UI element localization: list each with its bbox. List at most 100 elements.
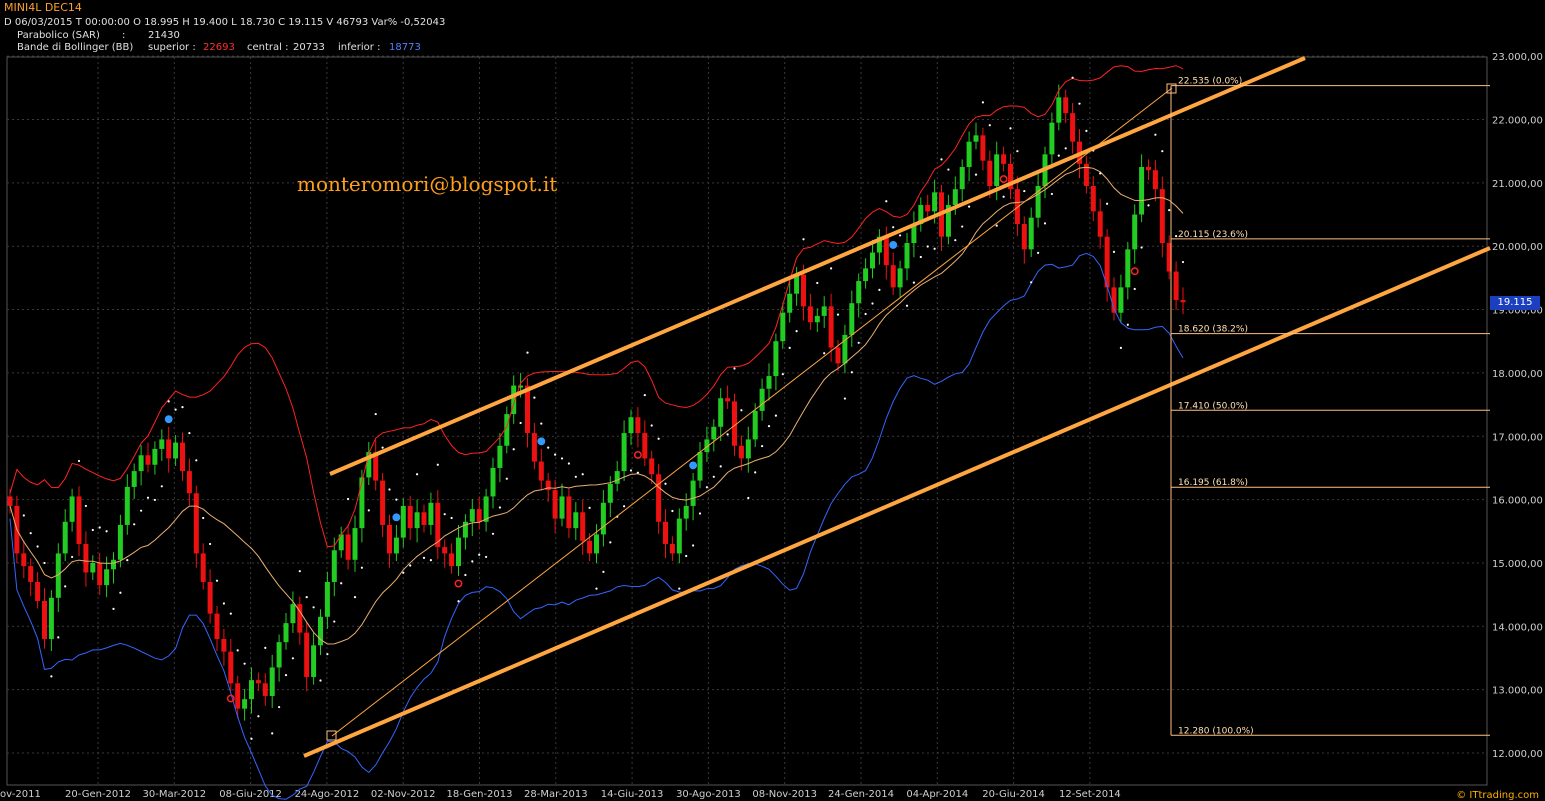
swing-high-marker bbox=[889, 240, 898, 249]
sar-dot bbox=[988, 124, 991, 127]
anchor-low-marker bbox=[326, 730, 337, 741]
candle-body bbox=[787, 293, 793, 313]
sar-dot bbox=[491, 532, 495, 535]
x-tick-label: 08-Giu-2012 bbox=[219, 789, 282, 800]
sar-dot bbox=[77, 459, 81, 463]
sar-dot bbox=[91, 528, 94, 532]
candle-body bbox=[1180, 300, 1186, 303]
sar-dot bbox=[374, 412, 377, 416]
plot-frame bbox=[6, 56, 1488, 786]
sar-dot bbox=[830, 267, 833, 270]
sar-dot bbox=[471, 560, 474, 563]
sar-dot bbox=[146, 496, 150, 499]
y-tick-label: 16.000,00 bbox=[1492, 496, 1543, 507]
swing-high-marker bbox=[392, 513, 401, 522]
sar-dot bbox=[643, 393, 646, 397]
candle-body bbox=[794, 274, 800, 294]
sar-dot bbox=[140, 509, 143, 512]
sar-dot bbox=[823, 352, 826, 355]
y-tick-label: 22.000,00 bbox=[1492, 116, 1543, 127]
x-tick-label: 20-Giu-2014 bbox=[982, 789, 1045, 800]
sar-dot bbox=[126, 558, 129, 562]
candle-body bbox=[711, 426, 717, 440]
candle-body bbox=[166, 439, 172, 459]
sar-dot bbox=[623, 505, 626, 508]
candle-body bbox=[904, 243, 910, 269]
sar-dot bbox=[195, 459, 198, 462]
fib-level-label: 16.195 (61.8%) bbox=[1178, 478, 1248, 488]
y-tick-label: 15.000,00 bbox=[1492, 559, 1543, 570]
bb-inferior-value: 18773 bbox=[389, 42, 421, 53]
sar-dot bbox=[767, 425, 771, 428]
candle-body bbox=[249, 680, 254, 700]
candle-body bbox=[566, 496, 572, 529]
candle-body bbox=[104, 569, 110, 586]
candle-body bbox=[704, 439, 710, 453]
sar-dot bbox=[422, 556, 426, 559]
sar-dot bbox=[974, 173, 978, 176]
x-tick-label: 30-Mar-2012 bbox=[142, 789, 206, 800]
candle-body bbox=[262, 683, 268, 696]
candle-body bbox=[656, 474, 662, 522]
sar-dot bbox=[629, 469, 633, 472]
credit-label: © ITtrading.com bbox=[1456, 790, 1539, 801]
x-tick-label: 20-Gen-2012 bbox=[65, 789, 131, 800]
candle-body bbox=[42, 600, 47, 639]
y-tick-label: 21.000,00 bbox=[1492, 179, 1543, 190]
sar-dot bbox=[450, 516, 453, 520]
sar-dot bbox=[871, 302, 874, 305]
candle-body bbox=[952, 189, 958, 206]
candle-body bbox=[1132, 214, 1138, 250]
candle-body bbox=[311, 645, 317, 677]
candle-body bbox=[207, 581, 213, 614]
candle-body bbox=[380, 480, 386, 525]
sar-dot bbox=[574, 475, 577, 478]
sar-dot bbox=[995, 224, 998, 227]
sar-dot bbox=[229, 612, 232, 615]
candle-body bbox=[1125, 249, 1131, 288]
candle-body bbox=[400, 505, 406, 538]
sar-dot bbox=[409, 564, 412, 567]
sar-dot bbox=[312, 606, 315, 609]
candle-body bbox=[814, 315, 820, 323]
candle-body bbox=[1173, 271, 1179, 301]
candle-body bbox=[255, 680, 261, 684]
watermark: monteromori@blogspot.it bbox=[297, 172, 558, 196]
sar-dot bbox=[381, 446, 384, 449]
sar-dot bbox=[795, 329, 798, 333]
candle-body bbox=[780, 312, 786, 342]
sar-dot bbox=[1119, 346, 1122, 349]
sar-dot bbox=[1002, 195, 1005, 198]
candle-body bbox=[600, 502, 606, 535]
sar-dot bbox=[1071, 76, 1074, 79]
candle-body bbox=[35, 581, 41, 601]
swing-high-marker bbox=[164, 415, 173, 424]
candle-body bbox=[111, 559, 116, 570]
sar-dot bbox=[650, 424, 653, 427]
bollinger-inferior bbox=[9, 252, 1184, 800]
sar-dot bbox=[112, 607, 115, 610]
sar-dot bbox=[581, 473, 584, 476]
sar-dot bbox=[57, 636, 60, 639]
candle-body bbox=[945, 205, 951, 237]
sar-dot bbox=[843, 397, 847, 400]
candle-body bbox=[518, 385, 524, 388]
sar-dot bbox=[333, 620, 336, 623]
sar-dot bbox=[22, 514, 25, 517]
candle-body bbox=[690, 480, 696, 506]
candle-body bbox=[745, 439, 751, 459]
candle-body bbox=[683, 505, 689, 519]
candle-body bbox=[373, 452, 379, 481]
sar-dot bbox=[740, 409, 743, 412]
sar-dot bbox=[98, 526, 101, 529]
sar-dot bbox=[133, 523, 136, 526]
sar-dot bbox=[188, 431, 191, 435]
candle-body bbox=[849, 303, 855, 335]
sar-dot bbox=[802, 238, 805, 241]
sar-dot bbox=[209, 542, 212, 546]
sar-dot bbox=[1057, 154, 1060, 157]
sar-dot bbox=[250, 737, 253, 740]
sar-dot bbox=[712, 475, 715, 478]
candle-body bbox=[1056, 97, 1062, 123]
